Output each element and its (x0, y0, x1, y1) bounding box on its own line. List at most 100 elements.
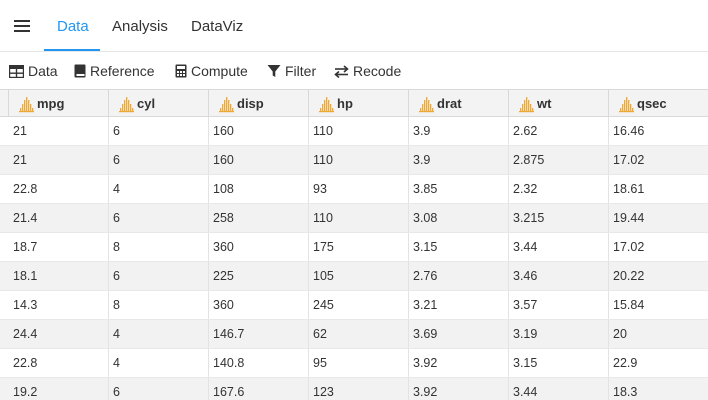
column-header-qsec[interactable]: qsec (609, 90, 708, 117)
table-cell-drat[interactable]: 3.9 (409, 146, 509, 174)
table-cell-disp[interactable]: 108 (209, 175, 309, 203)
table-cell-cyl[interactable]: 4 (109, 175, 209, 203)
table-cell-mpg[interactable]: 19.2 (9, 378, 109, 400)
table-row[interactable]: 18.1 6 225 105 2.76 3.46 20.22 (0, 262, 708, 291)
table-cell-qsec[interactable]: 17.02 (609, 233, 708, 261)
table-row[interactable]: 14.3 8 360 245 3.21 3.57 15.84 (0, 291, 708, 320)
table-cell-qsec[interactable]: 18.3 (609, 378, 708, 400)
table-cell-drat[interactable]: 3.08 (409, 204, 509, 232)
tab-analysis[interactable]: Analysis (112, 18, 168, 35)
tab-dataviz[interactable]: DataViz (191, 18, 244, 35)
table-cell-drat[interactable]: 3.69 (409, 320, 509, 348)
table-cell-cyl[interactable]: 8 (109, 233, 209, 261)
table-cell-mpg[interactable]: 24.4 (9, 320, 109, 348)
table-cell-drat[interactable]: 3.15 (409, 233, 509, 261)
table-cell-wt[interactable]: 3.57 (509, 291, 609, 319)
table-cell-qsec[interactable]: 20 (609, 320, 708, 348)
table-cell-drat[interactable]: 2.76 (409, 262, 509, 290)
table-cell-drat[interactable]: 3.85 (409, 175, 509, 203)
table-cell-wt[interactable]: 3.15 (509, 349, 609, 377)
table-row[interactable]: 18.7 8 360 175 3.15 3.44 17.02 (0, 233, 708, 262)
table-cell-hp[interactable]: 110 (309, 117, 409, 145)
table-cell-disp[interactable]: 258 (209, 204, 309, 232)
table-cell-mpg[interactable]: 21.4 (9, 204, 109, 232)
table-cell-mpg[interactable]: 21 (9, 146, 109, 174)
table-cell-wt[interactable]: 3.44 (509, 233, 609, 261)
continuous-variable-icon (519, 96, 534, 112)
column-header-disp[interactable]: disp (209, 90, 309, 117)
table-cell-disp[interactable]: 160 (209, 117, 309, 145)
table-cell-drat[interactable]: 3.21 (409, 291, 509, 319)
reference-button[interactable]: Reference (74, 62, 155, 80)
hamburger-menu-icon[interactable] (11, 17, 33, 35)
table-cell-qsec[interactable]: 20.22 (609, 262, 708, 290)
table-row[interactable]: 21 6 160 110 3.9 2.62 16.46 (0, 117, 708, 146)
table-cell-cyl[interactable]: 6 (109, 378, 209, 400)
column-header-drat[interactable]: drat (409, 90, 509, 117)
table-cell-disp[interactable]: 140.8 (209, 349, 309, 377)
table-cell-hp[interactable]: 93 (309, 175, 409, 203)
column-header-mpg[interactable]: mpg (9, 90, 109, 117)
table-cell-drat[interactable]: 3.92 (409, 349, 509, 377)
table-row[interactable]: 21.4 6 258 110 3.08 3.215 19.44 (0, 204, 708, 233)
table-row[interactable]: 21 6 160 110 3.9 2.875 17.02 (0, 146, 708, 175)
table-cell-disp[interactable]: 225 (209, 262, 309, 290)
table-cell-wt[interactable]: 3.215 (509, 204, 609, 232)
table-cell-hp[interactable]: 123 (309, 378, 409, 400)
filter-button[interactable]: Filter (267, 62, 316, 80)
table-row[interactable]: 19.2 6 167.6 123 3.92 3.44 18.3 (0, 378, 708, 400)
table-cell-wt[interactable]: 3.19 (509, 320, 609, 348)
table-cell-wt[interactable]: 3.46 (509, 262, 609, 290)
table-cell-hp[interactable]: 62 (309, 320, 409, 348)
tab-data[interactable]: Data (57, 18, 89, 35)
table-cell-disp[interactable]: 360 (209, 291, 309, 319)
table-cell-disp[interactable]: 146.7 (209, 320, 309, 348)
column-header-wt[interactable]: wt (509, 90, 609, 117)
table-cell-qsec[interactable]: 15.84 (609, 291, 708, 319)
recode-button[interactable]: Recode (334, 62, 401, 80)
table-cell-hp[interactable]: 110 (309, 204, 409, 232)
continuous-variable-icon (19, 96, 34, 112)
table-row[interactable]: 24.4 4 146.7 62 3.69 3.19 20 (0, 320, 708, 349)
column-header-label: hp (337, 96, 353, 111)
table-cell-cyl[interactable]: 4 (109, 349, 209, 377)
table-cell-qsec[interactable]: 18.61 (609, 175, 708, 203)
table-cell-hp[interactable]: 110 (309, 146, 409, 174)
table-cell-disp[interactable]: 160 (209, 146, 309, 174)
table-cell-disp[interactable]: 167.6 (209, 378, 309, 400)
table-cell-hp[interactable]: 105 (309, 262, 409, 290)
table-cell-cyl[interactable]: 8 (109, 291, 209, 319)
compute-button[interactable]: Compute (175, 62, 248, 80)
table-cell-qsec[interactable]: 22.9 (609, 349, 708, 377)
table-cell-mpg[interactable]: 18.1 (9, 262, 109, 290)
column-header-cyl[interactable]: cyl (109, 90, 209, 117)
table-cell-qsec[interactable]: 17.02 (609, 146, 708, 174)
table-cell-drat[interactable]: 3.92 (409, 378, 509, 400)
table-cell-wt[interactable]: 2.32 (509, 175, 609, 203)
table-cell-drat[interactable]: 3.9 (409, 117, 509, 145)
table-cell-cyl[interactable]: 4 (109, 320, 209, 348)
table-cell-disp[interactable]: 360 (209, 233, 309, 261)
table-cell-mpg[interactable]: 18.7 (9, 233, 109, 261)
table-cell-wt[interactable]: 2.875 (509, 146, 609, 174)
table-cell-hp[interactable]: 175 (309, 233, 409, 261)
table-cell-cyl[interactable]: 6 (109, 117, 209, 145)
table-cell-qsec[interactable]: 19.44 (609, 204, 708, 232)
table-cell-cyl[interactable]: 6 (109, 146, 209, 174)
table-cell-hp[interactable]: 95 (309, 349, 409, 377)
table-cell-qsec[interactable]: 16.46 (609, 117, 708, 145)
table-row[interactable]: 22.8 4 108 93 3.85 2.32 18.61 (0, 175, 708, 204)
table-cell-cyl[interactable]: 6 (109, 262, 209, 290)
column-header-hp[interactable]: hp (309, 90, 409, 117)
table-cell-wt[interactable]: 3.44 (509, 378, 609, 400)
table-cell-mpg[interactable]: 21 (9, 117, 109, 145)
table-row[interactable]: 22.8 4 140.8 95 3.92 3.15 22.9 (0, 349, 708, 378)
swap-arrows-icon (334, 64, 349, 78)
table-cell-hp[interactable]: 245 (309, 291, 409, 319)
table-cell-cyl[interactable]: 6 (109, 204, 209, 232)
table-cell-wt[interactable]: 2.62 (509, 117, 609, 145)
data-button[interactable]: Data (9, 62, 58, 80)
table-cell-mpg[interactable]: 22.8 (9, 175, 109, 203)
table-cell-mpg[interactable]: 22.8 (9, 349, 109, 377)
table-cell-mpg[interactable]: 14.3 (9, 291, 109, 319)
